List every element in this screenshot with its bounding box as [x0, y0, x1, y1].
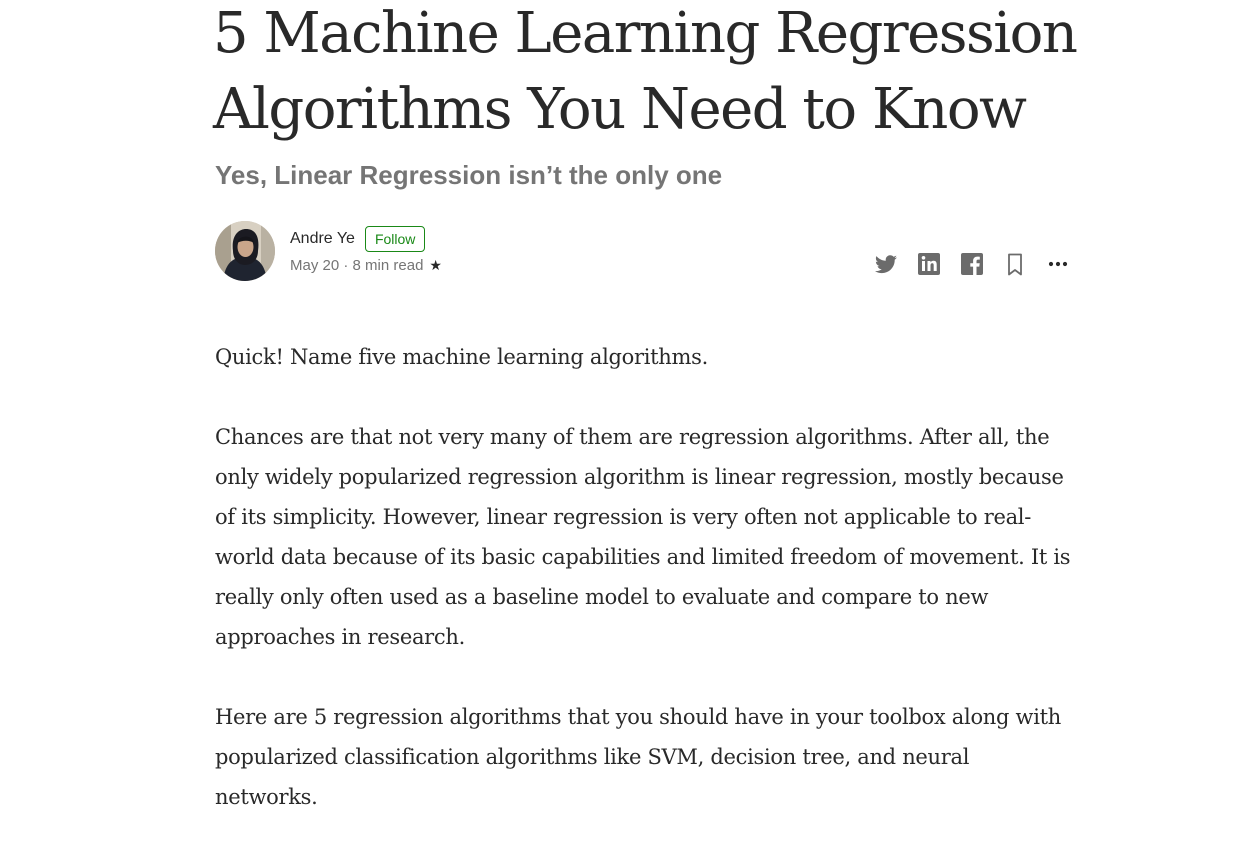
author-avatar[interactable]: [215, 221, 275, 281]
article-meta: May 20 · 8 min read ★: [290, 257, 442, 274]
byline: Andre Ye Follow May 20 · 8 min read ★: [215, 221, 1075, 283]
article-body: Quick! Name five machine learning algori…: [215, 337, 1075, 817]
more-icon[interactable]: [1043, 249, 1073, 279]
share-bar: [871, 249, 1086, 279]
article-subtitle: Yes, Linear Regression isn’t the only on…: [215, 160, 723, 190]
author-row: Andre Ye Follow: [290, 226, 426, 252]
paragraph: Quick! Name five machine learning algori…: [215, 345, 708, 369]
linkedin-icon[interactable]: [914, 249, 944, 279]
bookmark-icon[interactable]: [1000, 249, 1030, 279]
twitter-icon[interactable]: [871, 249, 901, 279]
article: 5 Machine Learning Regression Algorithms…: [213, 0, 1078, 857]
article-title: 5 Machine Learning Regression Algorithms…: [213, 1, 1078, 142]
publish-date: May 20: [290, 257, 340, 274]
author-name[interactable]: Andre Ye: [290, 230, 355, 247]
paragraph: Here are 5 regression algorithms that yo…: [215, 705, 1061, 809]
facebook-icon[interactable]: [957, 249, 987, 279]
follow-button[interactable]: Follow: [364, 226, 426, 252]
read-time: 8 min read: [352, 257, 424, 274]
avatar-image: [215, 221, 275, 281]
paragraph: Chances are that not very many of them a…: [215, 425, 1071, 649]
member-star-icon: ★: [429, 257, 442, 273]
meta-separator: ·: [339, 257, 353, 274]
